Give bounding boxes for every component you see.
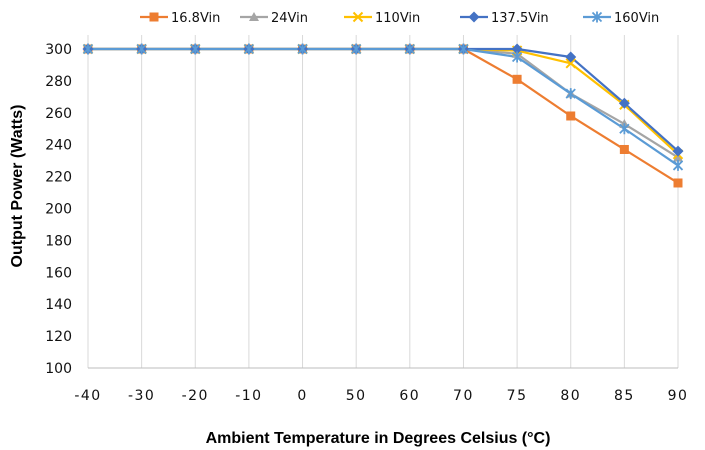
legend-label: 110Vin xyxy=(375,11,420,26)
series-line-24Vin xyxy=(88,47,679,159)
legend-label: 137.5Vin xyxy=(491,11,549,26)
data-point xyxy=(511,51,523,63)
series-line-137.5Vin xyxy=(88,47,679,152)
data-point xyxy=(243,43,255,55)
legend: 16.8Vin 24Vin 110Vin 137.5Vin 160Vin xyxy=(140,11,659,26)
y-tick-label: 300 xyxy=(45,42,72,58)
grid-lines xyxy=(87,35,679,368)
x-tick-label: -20 xyxy=(182,388,209,404)
x-axis-title: Ambient Temperature in Degrees Celsius (… xyxy=(206,430,551,447)
y-tick-label: 280 xyxy=(45,74,72,90)
y-tick-label: 180 xyxy=(45,233,72,249)
series-line-160Vin xyxy=(88,47,679,167)
data-point xyxy=(511,43,523,55)
x-tick-label: 80 xyxy=(560,388,581,404)
y-tick-labels: 100 120 140 160 180 200 220 240 260 280 300 xyxy=(45,42,72,377)
data-point xyxy=(672,145,684,157)
x-tick-label: 70 xyxy=(453,388,474,404)
x-tick-label: 75 xyxy=(507,388,528,404)
data-point xyxy=(297,43,308,55)
x-tick-label: 90 xyxy=(668,388,689,404)
y-tick-label: 260 xyxy=(45,106,72,122)
legend-label: 24Vin xyxy=(271,11,308,26)
x-tick-label: 0 xyxy=(297,388,307,404)
series-line-110Vin xyxy=(88,47,679,156)
x-tick-label: 85 xyxy=(614,388,635,404)
series-line-16.8Vin xyxy=(88,47,679,184)
data-point xyxy=(619,123,630,135)
data-point xyxy=(619,144,629,154)
data-point xyxy=(458,43,469,55)
x-tick-label: 60 xyxy=(399,388,420,404)
data-point xyxy=(565,51,577,63)
data-point xyxy=(673,152,683,162)
series-markers xyxy=(82,43,684,188)
y-tick-label: 100 xyxy=(45,361,72,377)
y-tick-label: 220 xyxy=(45,170,72,186)
data-point xyxy=(351,43,362,55)
x-tick-label: 50 xyxy=(346,388,367,404)
y-tick-label: 200 xyxy=(45,202,72,218)
y-axis-title: Output Power (Watts) xyxy=(9,105,26,268)
data-point xyxy=(565,58,576,69)
data-point xyxy=(618,97,630,109)
legend-marker xyxy=(149,12,159,22)
legend-marker xyxy=(468,11,480,23)
y-tick-label: 120 xyxy=(45,329,72,345)
x-tick-labels: -40 -30 -20 -10 0 50 60 70 75 80 85 90 xyxy=(74,388,689,404)
data-point xyxy=(566,111,576,121)
data-point xyxy=(565,88,576,100)
y-tick-label: 240 xyxy=(45,138,72,154)
y-tick-label: 160 xyxy=(45,265,72,281)
x-tick-label: -30 xyxy=(128,388,155,404)
y-tick-label: 140 xyxy=(45,297,72,313)
data-point xyxy=(673,178,683,188)
data-point xyxy=(672,159,684,171)
legend-label: 16.8Vin xyxy=(171,11,220,26)
data-point xyxy=(512,74,522,84)
data-point xyxy=(190,43,201,55)
x-tick-label: -40 xyxy=(74,388,101,404)
legend-marker xyxy=(591,11,603,23)
legend-marker xyxy=(352,11,364,23)
x-tick-label: -10 xyxy=(235,388,262,404)
legend-marker xyxy=(249,12,259,21)
legend-label: 160Vin xyxy=(614,11,659,26)
data-point xyxy=(82,43,94,55)
series-lines xyxy=(88,47,679,184)
data-point xyxy=(404,43,415,55)
data-point xyxy=(136,43,147,55)
